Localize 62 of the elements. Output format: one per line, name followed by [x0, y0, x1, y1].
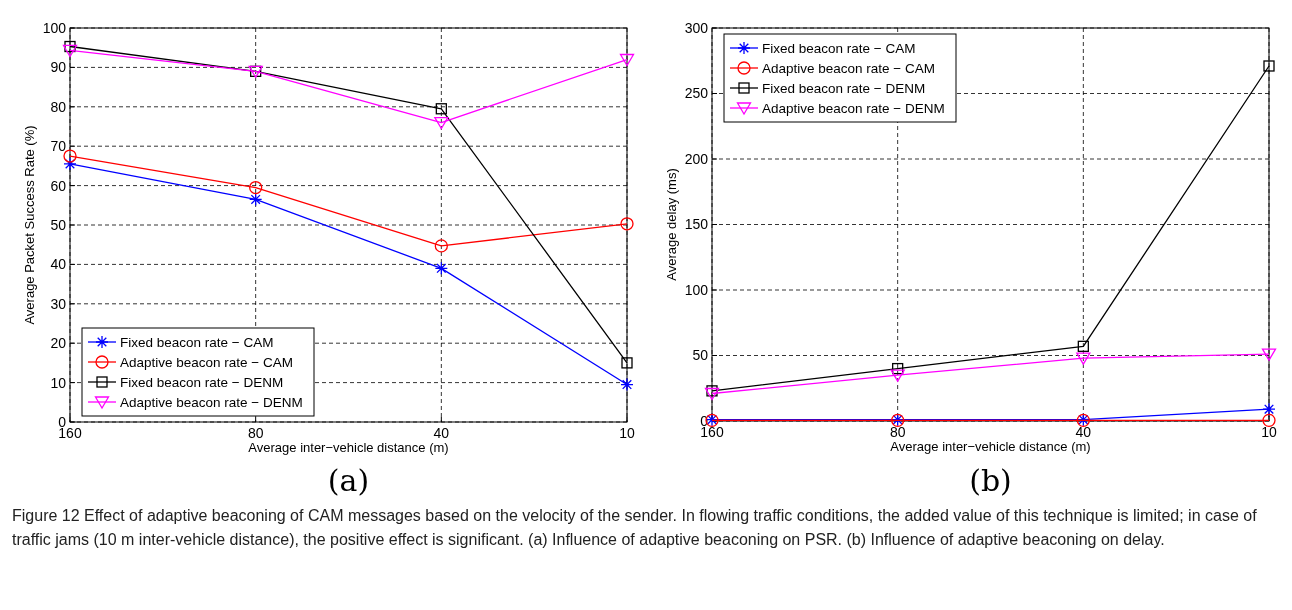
legend-label: Fixed beacon rate − DENM — [762, 80, 926, 96]
point — [62, 44, 78, 58]
legend-label: Fixed beacon rate − CAM — [120, 334, 274, 350]
point — [620, 217, 634, 231]
point — [1261, 348, 1277, 361]
y-tick-label: 250 — [684, 85, 709, 102]
point — [706, 385, 718, 397]
point — [249, 180, 263, 195]
point — [249, 192, 263, 207]
point — [434, 239, 448, 253]
point — [890, 369, 905, 382]
legend-label: Adaptive beacon rate − CAM — [120, 354, 293, 370]
y-tick-label: 10 — [50, 374, 67, 391]
y-tick-label: 50 — [692, 347, 709, 364]
point — [1262, 413, 1276, 427]
point — [1263, 60, 1275, 72]
point — [63, 157, 77, 171]
y-tick-label: 40 — [50, 256, 67, 273]
y-tick-label: 30 — [50, 295, 67, 312]
y-tick-label: 20 — [50, 335, 67, 352]
y-tick-label: 80 — [50, 98, 67, 115]
point — [435, 103, 447, 115]
point — [1077, 340, 1089, 352]
y-axis-title: Average Packet Success Rate (%) — [22, 125, 37, 325]
text: (a) — [327, 463, 370, 498]
x-tick-label: 40 — [1075, 424, 1092, 440]
x-axis-title: Average inter−vehicle distance (m) — [890, 439, 1091, 454]
y-tick-label: 150 — [684, 216, 709, 233]
point — [64, 40, 76, 53]
x-tick-label: 10 — [619, 425, 635, 441]
y-tick-label: 0 — [58, 413, 67, 430]
x-tick-label: 10 — [1261, 424, 1277, 440]
legend-label: Fixed beacon rate − DENM — [120, 374, 284, 390]
x-tick-label: 80 — [247, 425, 264, 441]
x-tick-label: 80 — [889, 424, 906, 440]
point — [620, 377, 634, 392]
y-tick-label: 50 — [50, 216, 67, 233]
point — [892, 362, 904, 375]
point — [704, 387, 720, 401]
legend-label: Fixed beacon rate − CAM — [762, 40, 916, 56]
point — [63, 149, 77, 163]
legend-label: Adaptive beacon rate − DENM — [120, 394, 303, 410]
x-tick-label: 40 — [433, 425, 450, 441]
y-tick-label: 100 — [684, 281, 709, 298]
y-tick-label: 100 — [42, 19, 67, 36]
legend-label: Adaptive beacon rate − DENM — [762, 100, 945, 116]
point — [621, 357, 633, 369]
y-tick-label: 300 — [684, 19, 709, 36]
caption: Figure 12 Effect of adaptive beaconing of CAM messages based on the velocity of the sender. In flowing traffic conditions, the added value of this technique is limited; in case of traffic jams (10 m inter-vehicle distance), the positive effect is significant. (a) Influence of adaptive beaconing on PSR. (b) Influence of adaptive beaconing on delay. — [12, 506, 1258, 550]
point — [1262, 402, 1276, 416]
point — [619, 53, 635, 67]
x-axis-title: Average inter−vehicle distance (m) — [248, 440, 449, 455]
y-tick-label: 90 — [50, 59, 67, 76]
y-tick-label: 60 — [50, 177, 67, 194]
text: (b) — [969, 463, 1012, 498]
point — [1076, 352, 1091, 365]
y-tick-label: 200 — [684, 150, 709, 167]
point — [434, 116, 449, 130]
legend-label: Adaptive beacon rate − CAM — [762, 60, 935, 76]
y-tick-label: 70 — [50, 138, 67, 155]
y-axis-title: Average delay (ms) — [664, 168, 679, 281]
point — [434, 261, 448, 275]
